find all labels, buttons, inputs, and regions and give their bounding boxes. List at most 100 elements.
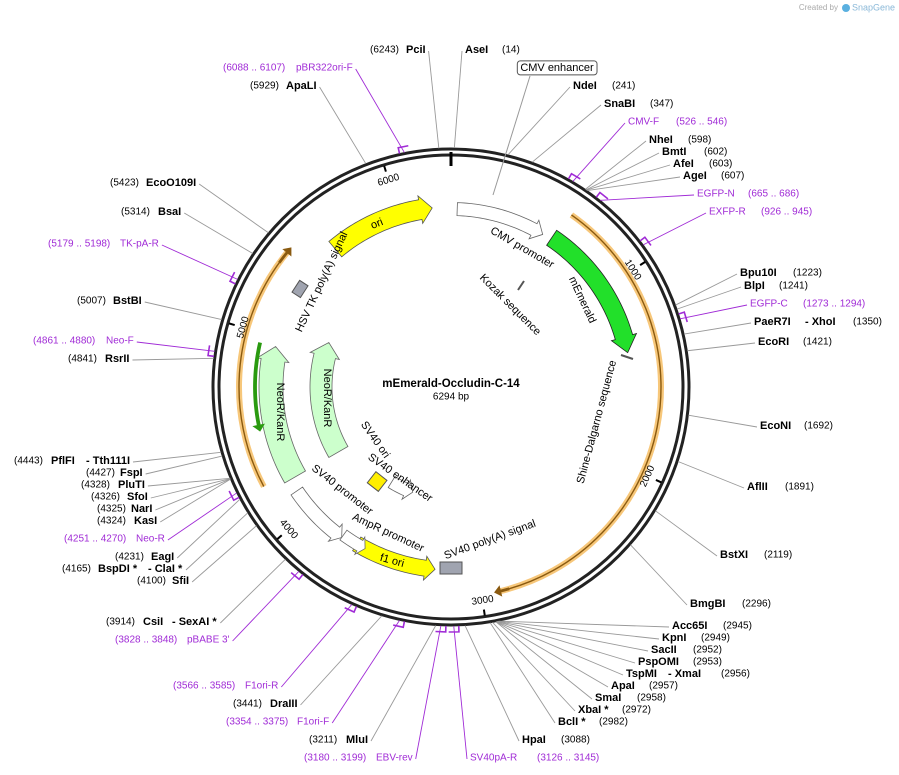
connector-line: [687, 342, 756, 352]
enzyme-position: (241): [612, 81, 635, 92]
enzyme-name: NdeI: [573, 80, 597, 92]
primer-mark: [228, 490, 240, 502]
connector-line: [355, 68, 405, 153]
enzyme-position: (2972): [622, 705, 651, 716]
enzyme-position: (4231): [115, 552, 144, 563]
feature-label: NeoR/KanR: [321, 369, 333, 428]
connector-line: [684, 322, 752, 335]
enzyme-name: HpaI: [522, 734, 546, 746]
enzyme-name: NarI: [131, 503, 152, 515]
enzyme-name: XbaI *: [578, 704, 609, 716]
connector-line: [496, 621, 636, 664]
connector-line: [132, 357, 214, 361]
connector-line: [300, 615, 383, 706]
connector-line: [600, 194, 695, 201]
feature-layer: [236, 194, 664, 597]
enzyme-name: EagI: [151, 551, 174, 563]
enzyme-name: SacII: [651, 644, 677, 656]
enzyme-position: (4427): [86, 468, 115, 479]
primer-name: EBV-rev: [376, 753, 413, 764]
enzyme-name: ApaI: [611, 680, 635, 692]
primer-mark: [397, 144, 409, 154]
enzyme-position: (607): [721, 171, 744, 182]
scale-tick: [276, 534, 283, 540]
connector-line: [147, 477, 231, 487]
feature-mark: [517, 280, 525, 291]
enzyme-name: ApaLI: [286, 80, 317, 92]
primer-position: (5179 .. 5198): [48, 239, 110, 250]
connector-line: [507, 86, 571, 156]
feature-arrow: [494, 585, 510, 597]
connector-line: [655, 510, 718, 557]
enzyme-position: (5929): [250, 81, 279, 92]
connector-line: [676, 286, 742, 310]
enzyme-position: (3441): [233, 699, 262, 710]
scale-label: 4000: [277, 517, 300, 541]
primer-mark: [448, 625, 460, 633]
scale-label: 2000: [638, 463, 657, 488]
feature-arc: [498, 214, 662, 593]
scale-tick: [639, 261, 646, 266]
connector-line: [232, 571, 300, 642]
feature-label: CMV promoter: [488, 225, 556, 271]
primer-position: (665 .. 686): [748, 189, 799, 200]
enzyme-position: (6243): [370, 45, 399, 56]
feature-arrow: [456, 202, 544, 240]
connector-line: [453, 50, 463, 149]
primer-mark: [595, 191, 609, 200]
enzyme-name: SfiI: [172, 575, 189, 587]
enzyme-name: EcoNI: [760, 420, 791, 432]
enzyme-position: (4100): [137, 576, 166, 587]
enzyme-position: (4324): [97, 516, 126, 527]
enzyme-position: (2956): [721, 669, 750, 680]
enzyme-name: - XmaI: [668, 668, 701, 680]
primer-name: EGFP-C: [750, 299, 788, 310]
feature-arrow: [328, 194, 433, 258]
map-length: 6294 bp: [433, 392, 470, 403]
feature-arrow: [278, 247, 292, 264]
enzyme-position: (603): [709, 159, 732, 170]
map-name: mEmerald-Occludin-C-14: [382, 378, 520, 390]
feature-box: [366, 471, 388, 493]
connector-line: [198, 183, 269, 234]
feature-label: CMV enhancer: [520, 62, 594, 74]
enzyme-name: AflII: [747, 481, 768, 493]
connector-line: [331, 620, 400, 724]
primer-name: CMV-F: [628, 117, 659, 128]
enzyme-name: SmaI: [595, 692, 621, 704]
brand-name: SnapGene: [852, 2, 895, 12]
enzyme-name: - Tth111I: [86, 455, 130, 467]
connector-line: [677, 461, 745, 489]
feature-box: [291, 279, 309, 299]
feature-arrow: [339, 529, 366, 556]
enzyme-position: (3211): [309, 735, 337, 746]
enzyme-name: PciI: [406, 44, 426, 56]
connector-line: [136, 341, 215, 352]
feature-label: Shine-Dalgarno sequence: [575, 359, 620, 485]
primer-name: Neo-F: [106, 336, 134, 347]
connector-line: [167, 492, 238, 541]
enzyme-position: (2953): [693, 657, 722, 668]
connector-line: [281, 604, 353, 688]
enzyme-position: (2958): [637, 693, 666, 704]
feature-arrow: [252, 342, 265, 432]
primer-position: (4861 .. 4880): [33, 336, 95, 347]
enzyme-name: DraIII: [270, 698, 298, 710]
enzyme-position: (3914): [106, 617, 135, 628]
enzyme-position: (2982): [599, 717, 628, 728]
scale-tick: [482, 609, 486, 616]
enzyme-position: (2957): [649, 681, 678, 692]
enzyme-name: BlpI: [744, 280, 765, 292]
enzyme-position: (5423): [110, 178, 139, 189]
enzyme-name: - XhoI: [805, 316, 836, 328]
enzyme-position: (4328): [81, 480, 110, 491]
enzyme-position: (14): [502, 45, 520, 56]
enzyme-position: (1223): [793, 268, 822, 279]
primer-mark: [207, 345, 215, 358]
enzyme-name: EcoRI: [758, 336, 789, 348]
feature-arc: [238, 250, 290, 487]
connector-line: [572, 122, 626, 182]
primer-position: (4251 .. 4270): [64, 534, 126, 545]
connector-line: [497, 621, 649, 652]
connector-line: [160, 478, 231, 523]
